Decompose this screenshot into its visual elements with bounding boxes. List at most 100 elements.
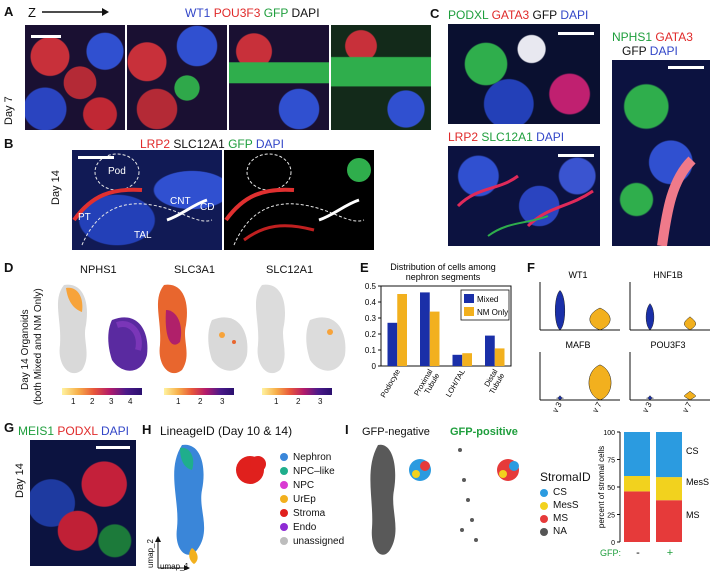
legend-dot	[280, 523, 288, 531]
umap-xlabel: umap_1	[160, 562, 189, 571]
chart-title: Distribution of cells among	[390, 262, 496, 272]
micrograph-b1: Pod PT TAL CNT CD	[72, 150, 222, 250]
panel-letter-e: E	[360, 260, 369, 275]
y-tick-label: 0	[611, 540, 615, 547]
umap-slc12a1	[255, 284, 346, 374]
bar	[420, 292, 430, 366]
side-label-d-1: Day 14 Organoids	[20, 309, 31, 390]
y-tick-label: 0.3	[365, 314, 377, 323]
legend-item: UrEp	[280, 492, 344, 506]
y-tick-label: 75	[607, 458, 615, 465]
segment-label: MesS	[686, 477, 709, 487]
z-axis-label: Z	[28, 5, 36, 20]
umap-gfp-negative	[370, 444, 431, 555]
panel-letter-a: A	[4, 4, 14, 19]
violin	[588, 364, 612, 401]
violin-gene-title: MAFB	[565, 340, 590, 350]
legend-item: MesS	[540, 499, 579, 512]
stain-label-c-top: PODXL GATA3 GFP DAPI	[448, 8, 589, 22]
violin-x-tick: Day 3	[635, 400, 654, 412]
panel-letter-f: F	[527, 260, 535, 275]
violin-gene-title: HNF1B	[653, 270, 683, 280]
legend-dot	[280, 467, 288, 475]
legend-dot	[280, 453, 288, 461]
colorbar-tick: 1	[176, 397, 181, 406]
legend-dot	[540, 501, 548, 510]
annotation-tal: TAL	[134, 230, 152, 241]
colorbar-slc3a1	[164, 388, 234, 395]
scale-bar	[96, 446, 130, 449]
umap-ylabel: umap_2	[146, 539, 155, 568]
x-tick-label: Podocyte	[379, 368, 402, 400]
scale-bar	[668, 66, 704, 69]
y-tick-label: 25	[607, 513, 615, 520]
legend-dot	[280, 537, 288, 545]
bar	[397, 294, 407, 366]
legend-dot	[540, 527, 548, 536]
z-arrow-icon	[42, 8, 109, 16]
legend-label: Mixed	[477, 295, 498, 304]
umap-gfp-positive	[458, 448, 519, 542]
legend-item: NPC	[280, 478, 344, 492]
legend-item: MS	[540, 512, 579, 525]
legend-item: unassigned	[280, 534, 344, 548]
stroma-legend: CS MesS MS NA	[540, 486, 579, 538]
umap-nphs1	[57, 284, 148, 374]
micrograph-a1	[25, 25, 125, 130]
colorbar-tick: 2	[90, 397, 95, 406]
panel-letter-d: D	[4, 260, 14, 275]
micrograph-c1	[448, 24, 600, 124]
scale-bar	[558, 32, 594, 35]
side-label-d-2: (both Mixed and NM Only)	[33, 288, 44, 405]
y-tick-label: 0.1	[365, 346, 377, 355]
colorbar-tick: 3	[109, 397, 114, 406]
umap-slc3a1	[157, 284, 248, 374]
panel-letter-c: C	[430, 6, 440, 21]
annotation-pt: PT	[78, 212, 91, 223]
gene-title-slc12a1: SLC12A1	[266, 264, 314, 276]
colorbar-tick: 4	[128, 397, 133, 406]
legend-item: CS	[540, 486, 579, 499]
stain-label-g: MEIS1 PODXL DAPI	[18, 424, 129, 438]
panel-letter-b: B	[4, 136, 14, 151]
gfp-positive-label: GFP-positive	[450, 426, 518, 438]
lineage-legend: Nephron NPC–like NPC UrEp Stroma Endo un…	[280, 450, 344, 548]
micrograph-c3	[612, 60, 710, 246]
violin	[646, 395, 654, 401]
bar	[462, 353, 472, 366]
stacked-segment	[656, 500, 682, 542]
micrograph-a4	[331, 25, 431, 130]
plot-frame	[380, 285, 512, 367]
micrograph-c2	[448, 146, 600, 246]
violin-x-tick: Day 3	[545, 400, 564, 412]
legend-dot	[540, 514, 548, 523]
micrograph-g	[30, 440, 136, 566]
gfp-axis-label: GFP:	[600, 548, 621, 558]
y-axis-label: percent of stromal cells	[598, 446, 606, 528]
stain-label-c-right-1: NPHS1 GATA3	[612, 30, 693, 44]
violin	[589, 307, 611, 331]
legend-item: NPC–like	[280, 464, 344, 478]
scale-bar	[31, 35, 61, 38]
violin	[554, 290, 566, 331]
legend-dot	[280, 481, 288, 489]
colorbar-tick: 2	[296, 397, 301, 406]
stacked-segment	[624, 491, 650, 542]
y-tick-label: 0.5	[365, 282, 377, 291]
panel-letter-i: I	[345, 422, 349, 437]
x-tick-label: DistalTubule	[480, 367, 506, 395]
gfp-plus-label: +	[667, 547, 673, 559]
colorbar-tick: 2	[198, 397, 203, 406]
y-tick-label: 0.4	[365, 298, 377, 307]
y-tick-label: 0.2	[365, 330, 377, 339]
bar	[494, 348, 505, 366]
stain-label-c-bottom: LRP2 SLC12A1 DAPI	[448, 130, 565, 144]
stain-label-a: WT1 POU3F3 GFP DAPI	[185, 6, 320, 20]
segment-label: CS	[686, 446, 699, 456]
violin-x-tick: Day 7	[585, 400, 604, 412]
colorbar-tick: 1	[274, 397, 279, 406]
colorbar-tick: 3	[220, 397, 225, 406]
legend-dot	[280, 509, 288, 517]
violin-plots-f: WT1 HNF1B MAFB Day 3 Day 7 POU3F3 Day 3 Day 7	[539, 270, 710, 412]
